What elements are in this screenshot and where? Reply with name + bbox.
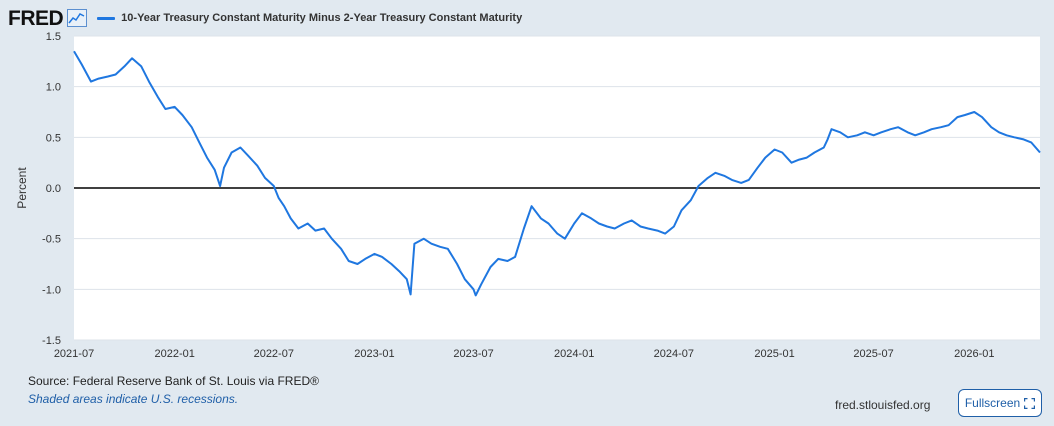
y-tick-label: 1.5 [46, 31, 61, 43]
x-tick-label: 2026-01 [954, 348, 994, 360]
x-tick-label: 2025-01 [754, 348, 794, 360]
y-axis-label: Percent [15, 167, 29, 209]
x-tick-labels: 2021-07 2022-01 2022-07 2023-01 2023-07 2024-… [54, 348, 995, 360]
y-tick-label: -1.0 [42, 284, 61, 296]
x-tick-label: 2024-07 [654, 348, 694, 360]
x-tick-label: 2023-07 [453, 348, 493, 360]
expand-icon [1024, 397, 1036, 409]
fred-logo[interactable]: FRED [8, 6, 64, 30]
y-tick-label: 0.0 [46, 183, 61, 195]
y-tick-label: 0.5 [46, 132, 61, 144]
site-link[interactable]: fred.stlouisfed.org [835, 398, 931, 412]
recession-note: Shaded areas indicate U.S. recessions. [28, 392, 239, 406]
fullscreen-label: Fullscreen [964, 396, 1021, 410]
series-line [73, 50, 1041, 297]
legend-label[interactable]: 10-Year Treasury Constant Maturity Minus… [121, 12, 523, 24]
y-tick-label: -1.5 [42, 335, 61, 347]
chart-header: FRED 10-Year Treasury Constant Maturity … [8, 6, 522, 30]
line-chart-icon [67, 9, 88, 27]
x-tick-label: 2022-07 [254, 348, 294, 360]
y-tick-label: 1.0 [46, 82, 61, 94]
x-tick-label: 2023-01 [354, 348, 394, 360]
fullscreen-button[interactable]: Fullscreen [958, 389, 1042, 417]
x-tick-label: 2021-07 [54, 348, 94, 360]
y-tick-label: -0.5 [42, 234, 61, 246]
x-tick-label: 2022-01 [155, 348, 195, 360]
x-tick-label: 2024-01 [554, 348, 594, 360]
x-tick-label: 2025-07 [853, 348, 893, 360]
y-tick-labels: 1.5 1.0 0.5 0.0 -0.5 -1.0 -1.5 [42, 31, 61, 347]
source-text: Source: Federal Reserve Bank of St. Loui… [28, 374, 319, 388]
legend-swatch [97, 16, 116, 20]
